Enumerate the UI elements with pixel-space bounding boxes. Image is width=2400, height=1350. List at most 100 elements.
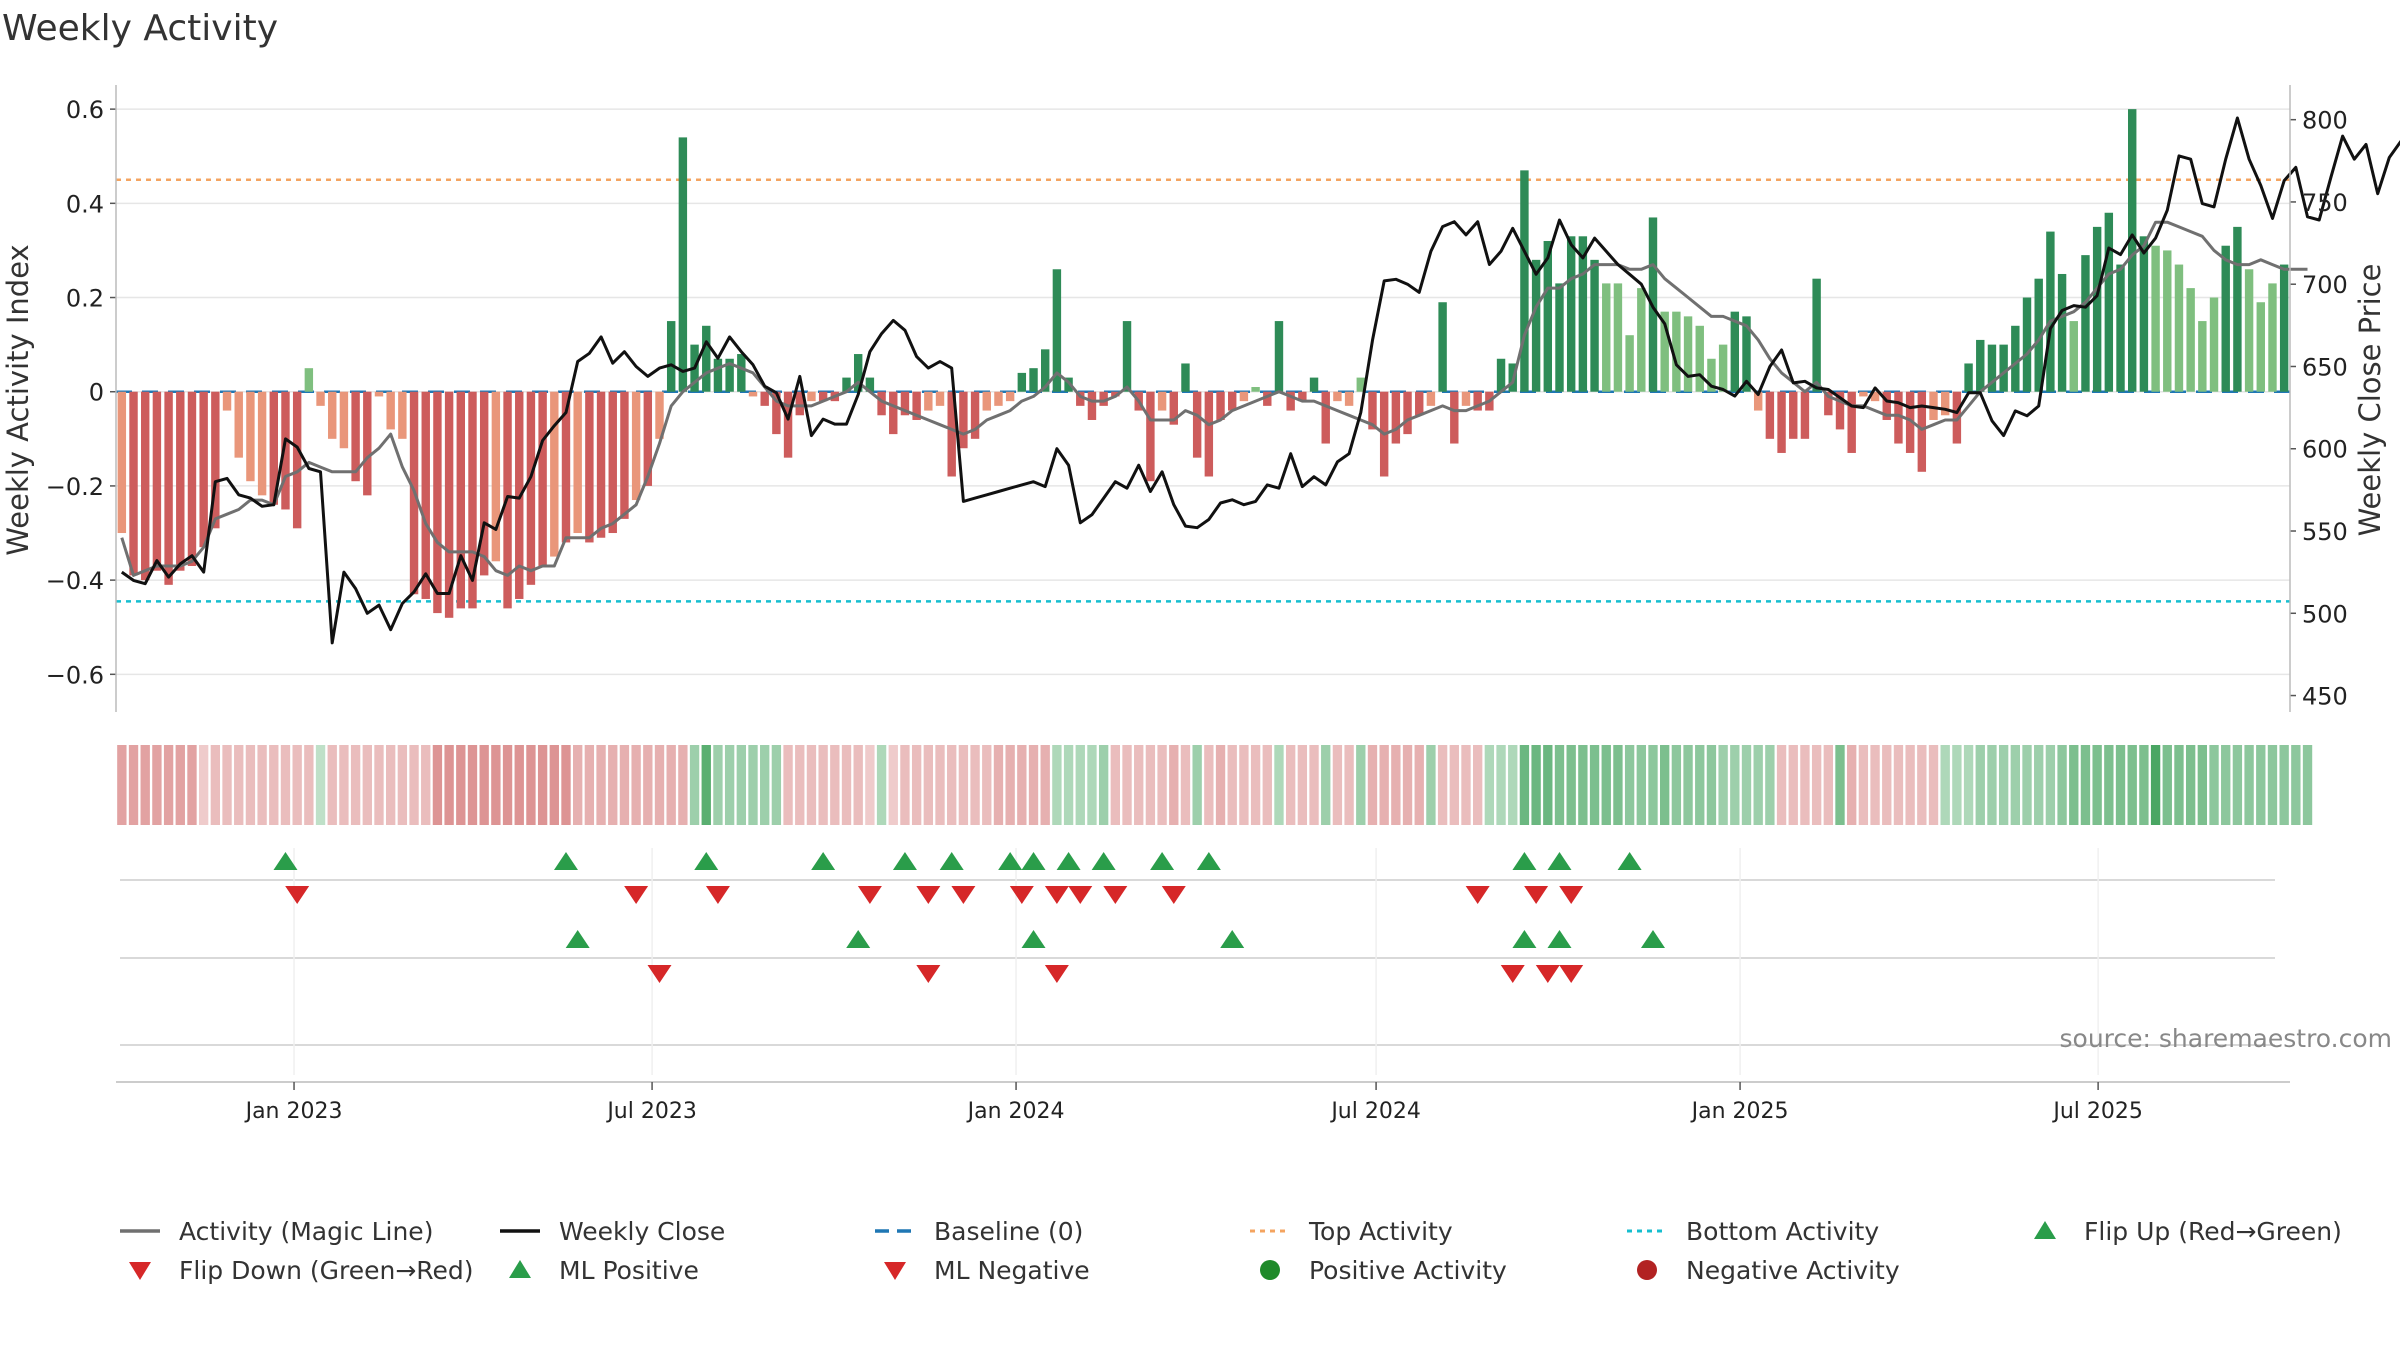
heat-cell [1250, 745, 1261, 825]
activity-bar [1543, 241, 1553, 392]
heat-cell [1402, 745, 1413, 825]
activity-bar [2174, 264, 2184, 392]
flip-up-marker [998, 852, 1023, 870]
activity-bar [2116, 264, 2125, 392]
activity-bar [257, 391, 267, 496]
y-right-tick-label: 650 [2302, 353, 2348, 381]
activity-bar [666, 321, 676, 392]
heat-cell [1344, 745, 1354, 825]
y-right-tick-label: 550 [2302, 518, 2348, 546]
ml-positive-marker [1640, 930, 1665, 948]
heat-cell [467, 745, 478, 825]
heat-cell [911, 745, 922, 825]
heat-cell [456, 745, 466, 825]
activity-bar [1531, 259, 1541, 392]
activity-bar [1964, 363, 1973, 392]
heat-cell [1192, 745, 1202, 825]
heat-cell [1589, 745, 1600, 825]
activity-bar [433, 391, 442, 614]
activity-bar [748, 391, 758, 397]
heat-cell [210, 745, 221, 825]
heat-cell [1028, 745, 1039, 825]
ml-positive-marker [1547, 930, 1572, 948]
heat-cell [1297, 745, 1308, 825]
heat-cell [280, 745, 291, 825]
activity-bar [176, 391, 185, 571]
activity-bar [1157, 391, 1167, 411]
heat-cell [1285, 745, 1296, 825]
activity-bar [479, 391, 489, 576]
activity-bar [853, 354, 863, 392]
activity-bar [924, 391, 933, 411]
activity-bar [1228, 391, 1237, 411]
activity-bar [1099, 391, 1108, 406]
heat-cell [537, 745, 548, 825]
heat-cell [350, 745, 361, 825]
heat-cell [1262, 745, 1272, 825]
heat-cell [2104, 745, 2114, 825]
heat-cell [608, 745, 618, 825]
heat-cell [596, 745, 606, 825]
magic-line-series [120, 220, 2308, 577]
flip-up-marker [553, 852, 578, 870]
heat-cell [491, 745, 501, 825]
heat-cell [2150, 745, 2161, 825]
heat-cell [1753, 745, 1763, 825]
flip-up-marker [811, 852, 836, 870]
heat-cell [1543, 745, 1553, 825]
activity-bar [222, 391, 232, 411]
activity-bar [807, 391, 816, 402]
activity-bar [865, 377, 875, 392]
grid-lines [116, 108, 2290, 676]
flip-up-marker [1512, 852, 1537, 870]
activity-bar [900, 391, 910, 416]
activity-bar [1181, 363, 1190, 392]
activity-bar [1426, 391, 1436, 406]
flip-down-marker [1068, 886, 1093, 904]
heat-cell [1437, 745, 1448, 825]
heat-cell [526, 745, 536, 825]
activity-bar [444, 391, 454, 618]
activity-bar [1286, 391, 1295, 411]
heat-cell [198, 745, 209, 825]
heat-cell [385, 745, 396, 825]
heat-cell [257, 745, 267, 825]
legend-label: ML Positive [559, 1256, 699, 1285]
heat-cell [1578, 745, 1588, 825]
activity-bar [1415, 391, 1424, 416]
legend: Activity (Magic Line) Weekly Close Baselin… [120, 1217, 2342, 1285]
heat-cell [865, 745, 875, 825]
activity-bar [1718, 344, 1728, 392]
heat-cell [1508, 745, 1518, 825]
activity-bar [912, 391, 921, 420]
ml-positive-marker [1220, 930, 1245, 948]
heat-cell [1847, 745, 1857, 825]
activity-bar [1660, 311, 1669, 392]
heat-cell [1274, 745, 1284, 825]
activity-bar [713, 358, 723, 392]
heat-cell [269, 745, 279, 825]
activity-bar [795, 391, 804, 416]
heat-cell [1157, 745, 1167, 825]
heat-cell [1811, 745, 1822, 825]
legend-swatch [1260, 1260, 1280, 1280]
activity-bar [1637, 288, 1646, 392]
heat-cell [1005, 745, 1015, 825]
activity-bar [970, 391, 980, 439]
activity-bar [1800, 391, 1810, 439]
ml-negative-marker [916, 965, 941, 983]
heat-cell [795, 745, 805, 825]
heat-cell [140, 745, 150, 825]
activity-bar [246, 391, 255, 482]
activity-bar [363, 391, 372, 496]
activity-bar [889, 391, 898, 435]
heat-cell [1215, 745, 1226, 825]
flip-down-marker [1103, 886, 1128, 904]
heat-cell [1952, 745, 1962, 825]
activity-bar [1929, 391, 1938, 420]
activity-bar [2022, 297, 2032, 392]
heat-cell [783, 745, 793, 825]
heat-cell [1917, 745, 1927, 825]
activity-bar [1298, 391, 1307, 402]
activity-bar [1274, 321, 1284, 392]
